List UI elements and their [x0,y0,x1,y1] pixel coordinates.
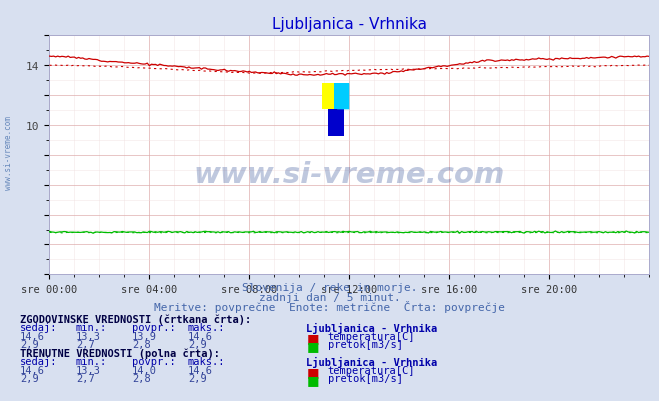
Text: Ljubljanica - Vrhnika: Ljubljanica - Vrhnika [306,356,438,367]
Text: 2,9: 2,9 [20,373,38,383]
Text: temperatura[C]: temperatura[C] [328,331,415,341]
Title: Ljubljanica - Vrhnika: Ljubljanica - Vrhnika [272,17,427,32]
Text: povpr.:: povpr.: [132,322,175,332]
Text: TRENUTNE VREDNOSTI (polna črta):: TRENUTNE VREDNOSTI (polna črta): [20,348,219,358]
Text: 2,9: 2,9 [188,373,206,383]
Text: 2,7: 2,7 [76,339,94,349]
Text: maks.:: maks.: [188,356,225,367]
Text: pretok[m3/s]: pretok[m3/s] [328,339,403,349]
Text: ■: ■ [306,365,319,378]
Text: Slovenija / reke in morje.: Slovenija / reke in morje. [242,283,417,293]
Text: 2,8: 2,8 [132,373,150,383]
Text: sedaj:: sedaj: [20,356,57,367]
Text: 13,9: 13,9 [132,331,157,341]
Text: 2,8: 2,8 [132,339,150,349]
Text: 2,7: 2,7 [76,373,94,383]
FancyBboxPatch shape [328,110,344,136]
Text: 14,6: 14,6 [188,331,213,341]
FancyBboxPatch shape [334,84,349,110]
Text: povpr.:: povpr.: [132,356,175,367]
Text: temperatura[C]: temperatura[C] [328,365,415,375]
Text: Ljubljanica - Vrhnika: Ljubljanica - Vrhnika [306,322,438,333]
Text: Meritve: povprečne  Enote: metrične  Črta: povprečje: Meritve: povprečne Enote: metrične Črta:… [154,301,505,313]
Polygon shape [322,84,334,110]
Text: ■: ■ [306,331,319,344]
Text: 13,3: 13,3 [76,365,101,375]
Text: 14,6: 14,6 [20,331,45,341]
Text: pretok[m3/s]: pretok[m3/s] [328,373,403,383]
Text: 14,6: 14,6 [188,365,213,375]
Text: 14,6: 14,6 [20,365,45,375]
Polygon shape [337,84,349,110]
Text: sedaj:: sedaj: [20,322,57,332]
Text: 2,9: 2,9 [188,339,206,349]
Text: maks.:: maks.: [188,322,225,332]
Text: ■: ■ [306,373,319,386]
FancyBboxPatch shape [322,84,337,110]
Text: ZGODOVINSKE VREDNOSTI (črtkana črta):: ZGODOVINSKE VREDNOSTI (črtkana črta): [20,314,251,324]
Text: 2,9: 2,9 [20,339,38,349]
Text: min.:: min.: [76,322,107,332]
Text: min.:: min.: [76,356,107,367]
Text: zadnji dan / 5 minut.: zadnji dan / 5 minut. [258,292,401,302]
Text: www.si-vreme.com: www.si-vreme.com [4,115,13,189]
Text: ■: ■ [306,339,319,352]
Text: www.si-vreme.com: www.si-vreme.com [194,160,505,188]
Text: 13,3: 13,3 [76,331,101,341]
Text: 14,0: 14,0 [132,365,157,375]
